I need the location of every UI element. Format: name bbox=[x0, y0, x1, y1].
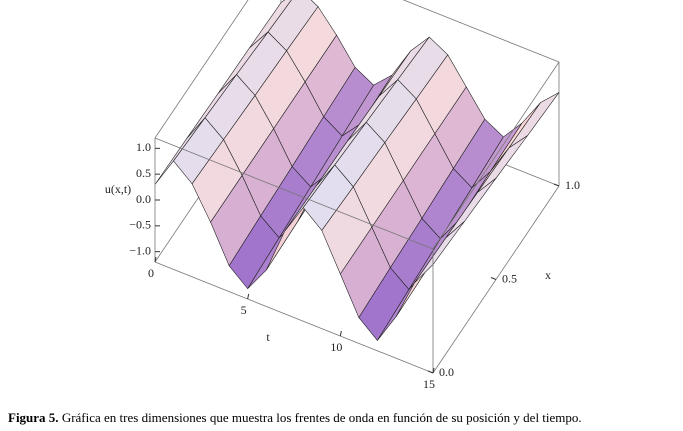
x-tick bbox=[553, 183, 560, 187]
z-tick-label: 0.0 bbox=[136, 192, 151, 206]
caption: Figura 5. Gráfica en tres dimensiones qu… bbox=[8, 410, 582, 426]
t-tick-label: 5 bbox=[241, 303, 247, 317]
z-tick-label: 1.0 bbox=[136, 140, 151, 154]
caption-text: Gráfica en tres dimensiones que muestra … bbox=[61, 410, 582, 425]
x-tick-label: 0.0 bbox=[439, 365, 454, 379]
box-edge bbox=[154, 261, 434, 374]
surface-patch bbox=[508, 92, 560, 149]
surface-patch bbox=[414, 221, 465, 284]
chart: u(x,t) t x 1.0 0.5 0.0 −0.5 −1.0 0 5 10 15 0.0 0.5… bbox=[105, 0, 580, 391]
t-tick-label: 15 bbox=[423, 377, 435, 391]
x-axis-label: x bbox=[545, 268, 551, 282]
box-edge bbox=[154, 0, 249, 139]
t-axis-label: t bbox=[266, 330, 270, 344]
x-tick-label: 1.0 bbox=[565, 178, 580, 192]
t-tick bbox=[432, 367, 435, 374]
t-tick-label: 10 bbox=[330, 340, 342, 354]
box-edge bbox=[402, 0, 560, 63]
z-tick-label: −0.5 bbox=[129, 218, 151, 232]
x-tick-label: 0.5 bbox=[502, 271, 517, 285]
z-tick-label: 0.5 bbox=[136, 166, 151, 180]
caption-label: Figura 5. bbox=[8, 410, 59, 425]
t-tick bbox=[339, 330, 342, 337]
x-tick bbox=[427, 370, 434, 374]
t-tick-label: 0 bbox=[148, 266, 154, 280]
x-tick bbox=[490, 277, 497, 280]
box-edge bbox=[432, 61, 560, 250]
t-tick bbox=[154, 256, 157, 263]
z-axis-label: u(x,t) bbox=[105, 182, 131, 196]
box-edge bbox=[154, 137, 434, 250]
t-tick bbox=[247, 293, 250, 300]
z-tick-label: −1.0 bbox=[129, 243, 151, 257]
